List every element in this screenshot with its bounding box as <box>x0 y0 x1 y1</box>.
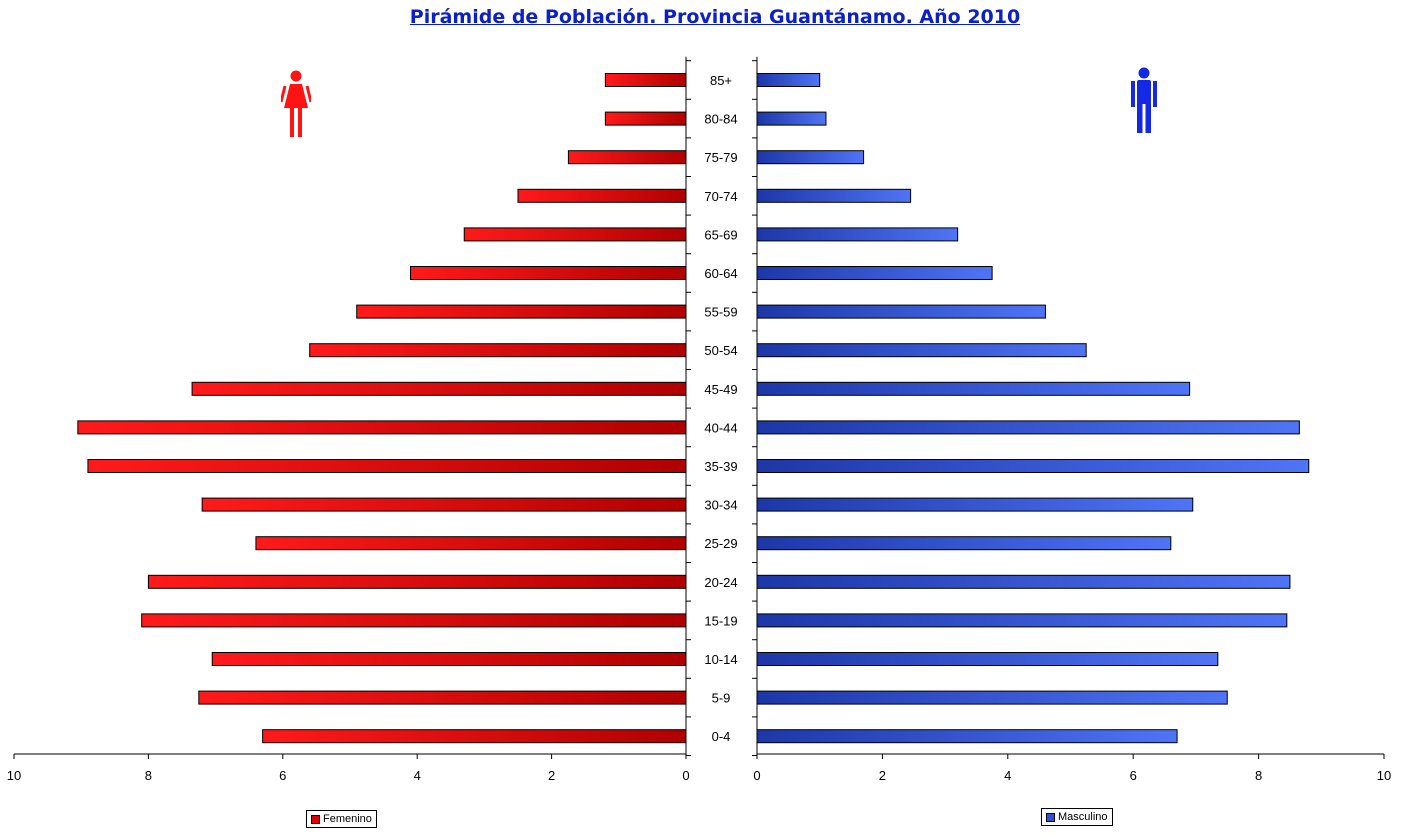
bar-masculino-65-69 <box>756 227 959 242</box>
bar-masculino-20-24 <box>756 574 1291 589</box>
category-label-0-4: 0-4 <box>712 729 731 744</box>
bar-masculino-0-4 <box>756 729 1178 744</box>
bar-masculino-25-29 <box>756 536 1172 551</box>
category-label-5-9: 5-9 <box>712 691 731 706</box>
right-tick-label-0: 0 <box>753 768 760 783</box>
legend-swatch-femenino <box>311 814 320 824</box>
category-label-15-19: 15-19 <box>704 613 737 628</box>
left-tick-label-0: 0 <box>682 768 689 783</box>
category-label-10-14: 10-14 <box>704 652 737 667</box>
bar-masculino-80-84 <box>756 111 827 126</box>
bar-femenino-70-74 <box>517 188 687 203</box>
left-tick-label-10: 10 <box>7 768 21 783</box>
bar-femenino-75-79 <box>567 150 687 165</box>
legend-label-masculino: Masculino <box>1058 811 1108 823</box>
category-label-40-44: 40-44 <box>704 420 737 435</box>
bar-femenino-45-49 <box>191 381 687 396</box>
bar-masculino-35-39 <box>756 459 1310 473</box>
category-label-75-79: 75-79 <box>704 150 737 165</box>
category-label-20-24: 20-24 <box>704 575 737 590</box>
bar-masculino-40-44 <box>756 420 1300 435</box>
category-label-70-74: 70-74 <box>704 189 737 204</box>
category-label-50-54: 50-54 <box>704 343 737 358</box>
bar-masculino-85plus <box>756 73 821 87</box>
category-label-60-64: 60-64 <box>704 266 737 281</box>
legend-label-femenino: Femenino <box>323 813 372 825</box>
bar-masculino-30-34 <box>756 497 1194 512</box>
bar-femenino-15-19 <box>141 613 687 628</box>
right-tick-label-6: 6 <box>1130 768 1137 783</box>
category-label-25-29: 25-29 <box>704 536 737 551</box>
bar-femenino-35-39 <box>87 459 687 473</box>
right-tick-label-4: 4 <box>1004 768 1011 783</box>
legend-masculino: Masculino <box>1041 808 1113 826</box>
bar-femenino-80-84 <box>604 111 687 126</box>
female-bars-group <box>77 73 687 744</box>
bar-femenino-25-29 <box>255 536 687 551</box>
bar-femenino-30-34 <box>201 497 687 512</box>
bar-masculino-55-59 <box>756 304 1046 319</box>
left-tick-label-8: 8 <box>145 768 152 783</box>
chart-title: Pirámide de Población. Provincia Guantán… <box>409 6 1021 28</box>
left-tick-label-4: 4 <box>414 768 421 783</box>
right-tick-label-2: 2 <box>879 768 886 783</box>
bar-femenino-20-24 <box>147 574 687 589</box>
bar-masculino-5-9 <box>756 690 1228 705</box>
bar-femenino-85plus <box>604 73 687 87</box>
axes-group: 0 0 2 2 4 4 6 6 8 8 10 10 <box>7 56 1391 783</box>
category-label-55-59: 55-59 <box>704 305 737 320</box>
bar-masculino-60-64 <box>756 266 993 280</box>
bar-femenino-0-4 <box>262 729 687 744</box>
category-label-35-39: 35-39 <box>704 459 737 474</box>
legend-swatch-masculino <box>1046 812 1055 822</box>
bar-femenino-5-9 <box>198 690 687 705</box>
right-tick-label-8: 8 <box>1255 768 1262 783</box>
bar-masculino-10-14 <box>756 652 1219 666</box>
category-label-45-49: 45-49 <box>704 382 737 397</box>
bar-femenino-10-14 <box>211 652 687 666</box>
category-label-30-34: 30-34 <box>704 498 737 513</box>
left-tick-label-6: 6 <box>279 768 286 783</box>
bar-femenino-50-54 <box>309 343 687 358</box>
right-tick-label-10: 10 <box>1377 768 1391 783</box>
category-label-85plus: 85+ <box>710 73 732 88</box>
bar-masculino-15-19 <box>756 613 1288 628</box>
bar-masculino-75-79 <box>756 150 865 165</box>
bar-femenino-40-44 <box>77 420 687 435</box>
left-tick-label-2: 2 <box>548 768 555 783</box>
male-bars-group <box>756 73 1310 744</box>
bar-masculino-45-49 <box>756 381 1191 396</box>
bar-femenino-60-64 <box>409 266 687 280</box>
legend-femenino: Femenino <box>306 810 377 828</box>
category-label-65-69: 65-69 <box>704 227 737 242</box>
bar-masculino-50-54 <box>756 343 1087 358</box>
woman-icon <box>281 70 311 137</box>
category-label-80-84: 80-84 <box>704 112 737 127</box>
bar-masculino-70-74 <box>756 188 912 203</box>
category-labels-group: 85+ 80-84 75-79 70-74 65-69 60-64 55-59 50-54 45… <box>704 73 737 744</box>
man-icon <box>1131 67 1157 133</box>
bar-femenino-55-59 <box>356 304 687 319</box>
bar-femenino-65-69 <box>463 227 687 242</box>
